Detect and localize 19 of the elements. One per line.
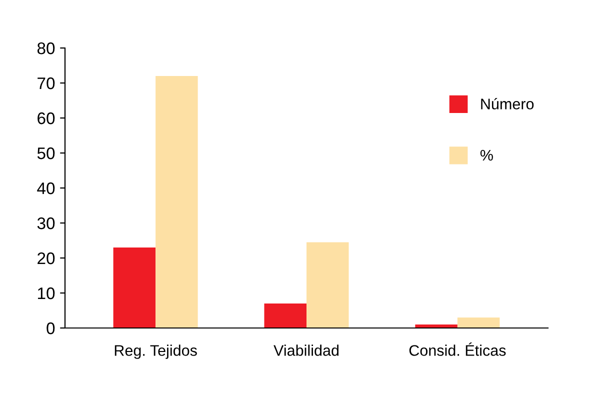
y-tick-label: 50 bbox=[37, 147, 55, 160]
legend-label: % bbox=[480, 150, 493, 161]
x-tick-label: Reg. Tejidos bbox=[114, 344, 197, 359]
y-tick-label: 30 bbox=[37, 217, 55, 230]
y-tick-label: 80 bbox=[37, 42, 55, 54]
x-tick-label: Consid. Éticas bbox=[409, 342, 506, 356]
bar bbox=[113, 248, 156, 328]
bar bbox=[457, 318, 500, 328]
y-tick-label: 0 bbox=[46, 322, 55, 334]
legend-label: Número bbox=[481, 98, 534, 110]
y-tick-label: 40 bbox=[37, 182, 55, 194]
bar bbox=[264, 304, 306, 328]
bar bbox=[306, 242, 349, 328]
y-tick-label: 60 bbox=[38, 112, 55, 124]
y-tick-label: 10 bbox=[38, 287, 55, 300]
bar bbox=[156, 76, 198, 328]
y-tick-label: 70 bbox=[38, 77, 55, 90]
x-tick-label: Viabilidad bbox=[274, 344, 339, 356]
y-tick-label: 20 bbox=[38, 252, 55, 264]
